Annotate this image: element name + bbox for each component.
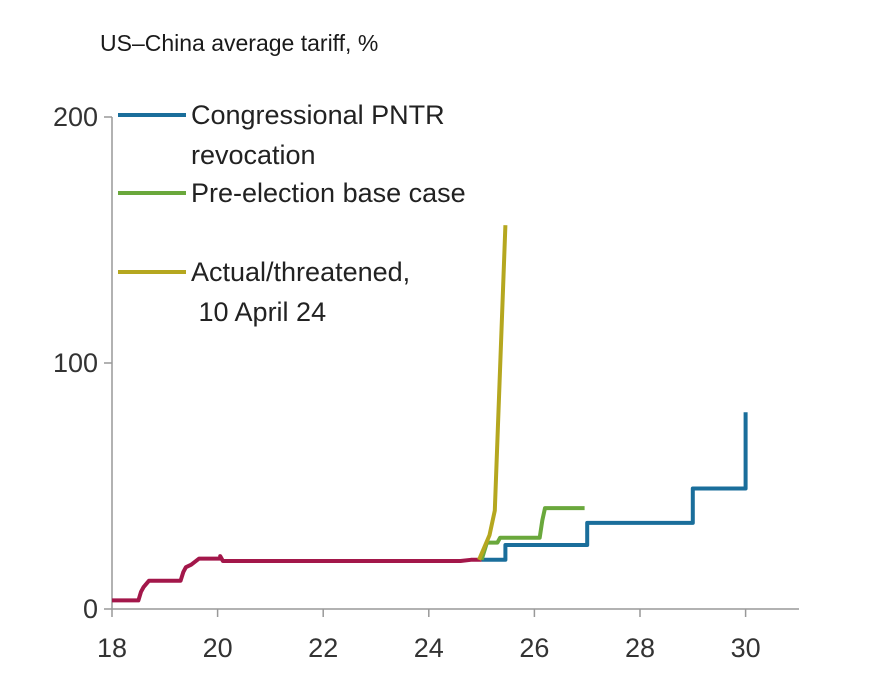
x-tick-label: 28	[625, 633, 655, 663]
x-tick-label: 24	[414, 633, 444, 663]
y-tick-label: 100	[53, 348, 98, 378]
series-line-3	[477, 225, 508, 561]
x-tick-label: 22	[308, 633, 338, 663]
legend: Congressional PNTR revocation Pre-election…	[118, 100, 466, 327]
legend-label-2: Pre-election base case	[191, 178, 466, 208]
legend-label-3: Actual/threatened, 10 April 24	[191, 257, 410, 327]
legend-label-line: revocation	[191, 140, 316, 170]
legend-label-line: 10 April 24	[191, 297, 326, 327]
x-tick-label: 18	[97, 633, 127, 663]
x-tick-label: 20	[203, 633, 233, 663]
series-line-0	[112, 554, 482, 603]
legend-label-1: Congressional PNTR revocation	[191, 100, 445, 170]
x-ticks: 18 20 22 24 26 28 30	[97, 609, 761, 663]
legend-label-line: Actual/threatened,	[191, 257, 410, 287]
x-tick-label: 30	[731, 633, 761, 663]
x-tick-label: 26	[519, 633, 549, 663]
y-tick-label: 0	[83, 594, 98, 624]
legend-label-line: Congressional PNTR	[191, 100, 445, 130]
series-lines	[112, 225, 748, 603]
legend-label-line: Pre-election base case	[191, 178, 466, 208]
series-line-2	[479, 506, 585, 561]
chart-title: US–China average tariff, %	[100, 30, 379, 56]
series-line-1	[481, 412, 748, 562]
y-ticks: 0 100 200	[53, 102, 112, 624]
y-tick-label: 200	[53, 102, 98, 132]
